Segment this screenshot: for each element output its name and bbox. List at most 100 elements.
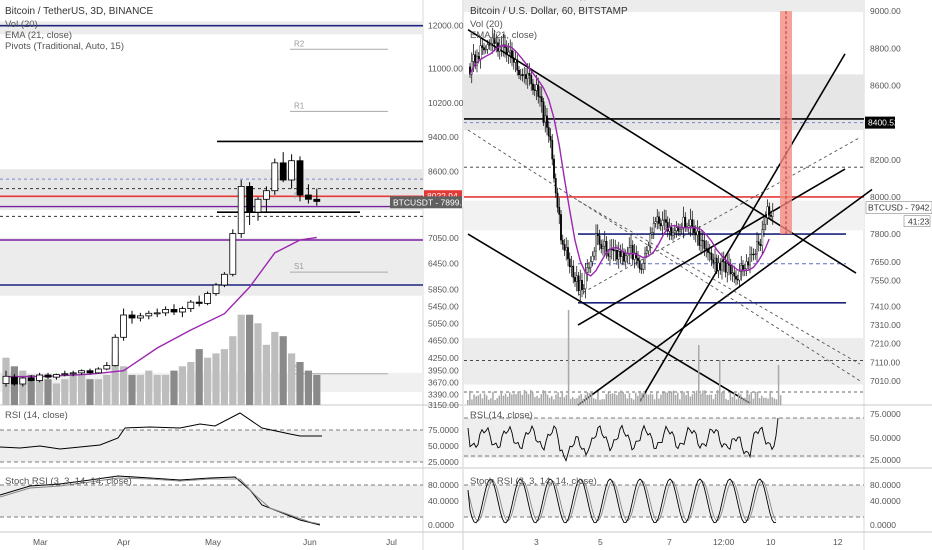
volume-bar	[483, 393, 486, 405]
pivot-label: R1	[294, 101, 305, 110]
volume-bar	[288, 353, 296, 405]
candle-body	[229, 233, 237, 275]
candle-body	[703, 240, 706, 249]
candle-body	[768, 206, 771, 216]
volume-bar	[519, 393, 521, 405]
candle-body	[736, 279, 739, 281]
candle-body	[254, 198, 262, 213]
volume-bar	[544, 390, 547, 405]
candle-body	[616, 250, 618, 260]
candle-body	[481, 45, 484, 48]
volume-bar	[643, 390, 645, 405]
volume-bar	[576, 398, 578, 405]
x-tick-label: Jun	[303, 537, 317, 547]
y-tick-label: 8000.00	[870, 192, 901, 202]
volume-bar	[756, 391, 759, 405]
candle-body	[507, 51, 510, 55]
volume-bar	[616, 395, 618, 405]
trend-line	[577, 188, 873, 406]
volume-bar	[677, 392, 679, 405]
candle-body	[516, 59, 519, 71]
candle-body	[570, 265, 573, 268]
candle-body	[719, 262, 722, 271]
volume-bar	[771, 397, 773, 405]
candle-body	[663, 219, 666, 221]
y-tick-label: 9000.00	[870, 6, 901, 16]
rsi-tick-label: 75.0000	[428, 425, 459, 435]
rsi-tick-label: 50.0000	[428, 441, 459, 451]
volume-bar	[496, 398, 498, 405]
volume-bar	[670, 391, 673, 405]
candle-body	[726, 263, 729, 273]
candle-body	[747, 261, 750, 266]
candle-body	[556, 192, 559, 208]
volume-bar	[586, 392, 589, 405]
volume-bar	[700, 393, 702, 405]
candle-body	[561, 239, 564, 245]
y-tick-label: 7650.00	[870, 257, 901, 267]
candle-body	[672, 232, 674, 236]
volume-bar	[609, 393, 612, 405]
rsi-tick-label: 75.0000	[870, 409, 901, 419]
stoch-tick-label: 40.0000	[428, 496, 459, 506]
volume-bar	[595, 399, 597, 405]
volume-bar	[254, 323, 262, 405]
chart-title: Bitcoin / U.S. Dollar, 60, BITSTAMP	[470, 6, 628, 17]
candle-body	[220, 273, 228, 286]
volume-bar	[469, 390, 471, 405]
candle-body	[495, 42, 498, 44]
x-tick-label: 12:00	[713, 537, 735, 547]
candle-body	[607, 253, 610, 257]
volume-bar	[557, 392, 559, 405]
candle-body	[645, 250, 648, 254]
volume-bar	[477, 395, 479, 405]
x-tick-label: 12	[833, 537, 843, 547]
candle-body	[53, 374, 60, 378]
x-tick-label: Jul	[386, 537, 397, 547]
candle-body	[700, 239, 702, 246]
volume-bar	[551, 395, 553, 405]
trend-line-dashed	[577, 200, 861, 365]
volume-bar	[624, 394, 626, 405]
stoch-band	[0, 485, 423, 517]
candle-body	[567, 247, 569, 260]
volume-bar	[695, 390, 698, 405]
candle-body	[673, 230, 676, 234]
volume-bar	[296, 362, 304, 405]
volume-bar	[708, 394, 710, 405]
pivot-label: S1	[294, 262, 304, 271]
volume-bar	[580, 394, 582, 405]
volume-bar	[488, 399, 490, 405]
volume-bar	[504, 393, 507, 405]
y-tick-label: 7010.00	[870, 376, 901, 386]
volume-bar	[36, 379, 44, 405]
candle-body	[178, 308, 186, 313]
candle-body	[651, 232, 653, 235]
candle-body	[658, 216, 660, 224]
y-tick-label: 7210.00	[870, 339, 901, 349]
candle-body	[577, 275, 580, 292]
candle-body	[470, 61, 473, 75]
volume-bar	[735, 399, 738, 405]
candle-body	[103, 365, 111, 370]
candle-body	[642, 263, 645, 270]
candle-body	[661, 220, 664, 227]
volume-bar	[103, 374, 111, 405]
volume-bar	[761, 395, 763, 405]
candle-body	[488, 44, 491, 46]
y-tick-label: 7310.00	[870, 320, 901, 330]
volume-bar	[597, 391, 599, 405]
volume-bar	[128, 374, 136, 405]
volume-bar	[212, 353, 220, 405]
y-tick-label: 3390.00	[428, 390, 459, 400]
candle-body	[754, 253, 757, 256]
volume-bar	[712, 399, 715, 405]
candle-body	[560, 214, 562, 241]
ema-line	[5, 236, 317, 378]
candle-body	[19, 377, 27, 385]
candle-body	[602, 245, 604, 249]
volume-bar	[527, 394, 530, 405]
volume-bar	[666, 392, 668, 405]
candle-body	[621, 251, 624, 257]
